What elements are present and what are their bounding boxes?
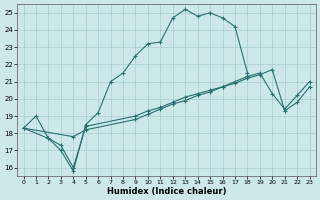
X-axis label: Humidex (Indice chaleur): Humidex (Indice chaleur) [107, 187, 226, 196]
